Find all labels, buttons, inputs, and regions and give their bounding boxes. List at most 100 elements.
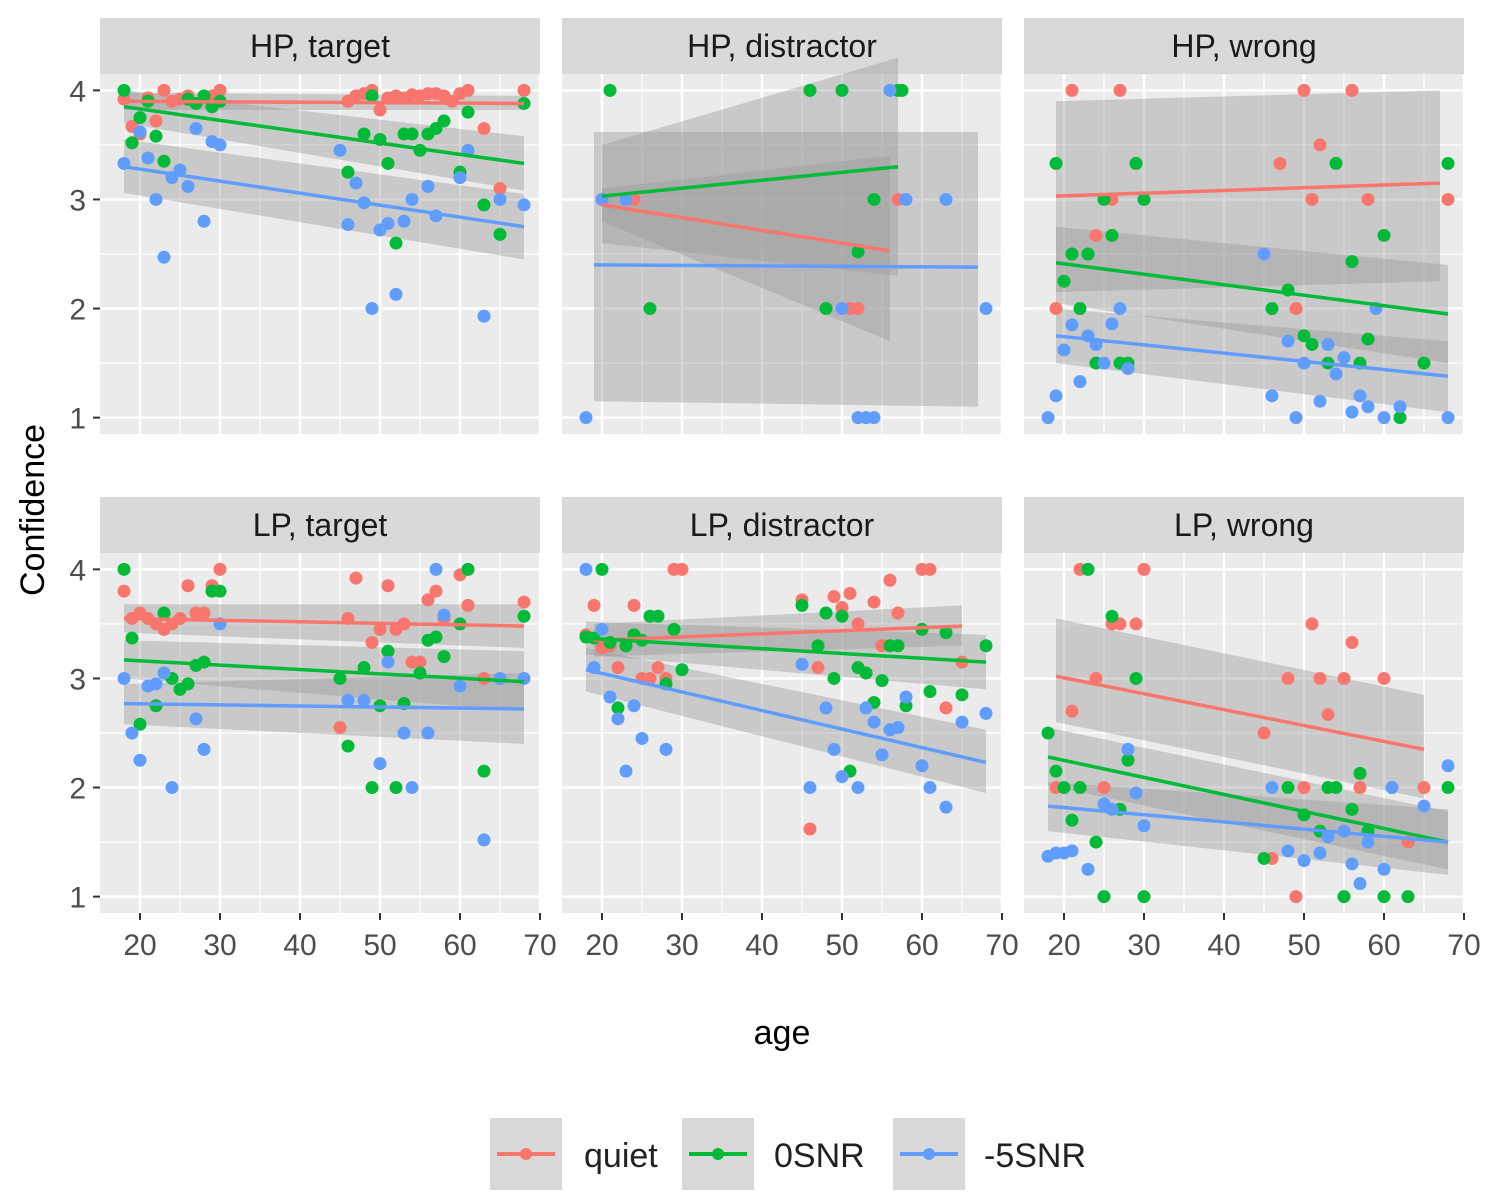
data-point-0snr xyxy=(1137,192,1151,206)
data-point-0snr xyxy=(517,609,531,623)
data-point-0snr xyxy=(955,688,969,702)
data-point-0snr xyxy=(213,584,227,598)
data-point-5snr xyxy=(955,715,969,729)
fit-line-quiet xyxy=(601,203,891,253)
data-point-0snr xyxy=(341,165,355,179)
data-point-5snr xyxy=(867,715,881,729)
data-point-0snr xyxy=(405,127,419,141)
data-point-0snr xyxy=(1305,338,1319,352)
data-point-0snr xyxy=(157,606,171,620)
data-point-5snr xyxy=(1441,759,1455,773)
data-point-5snr xyxy=(1129,786,1143,800)
data-point-5snr xyxy=(381,216,395,230)
data-point-5snr xyxy=(421,726,435,740)
data-point-5snr xyxy=(1281,844,1295,858)
legend-item-quiet[interactable]: quiet xyxy=(490,1118,658,1190)
data-point-0snr xyxy=(1353,766,1367,780)
x-tick-label: 20 xyxy=(123,929,156,962)
data-point-0snr xyxy=(1081,247,1095,261)
data-point-5snr xyxy=(1345,405,1359,419)
data-point-quiet xyxy=(1089,671,1103,685)
data-point-5snr xyxy=(939,800,953,814)
data-point-5snr xyxy=(381,655,395,669)
data-point-5snr xyxy=(1073,375,1087,389)
data-point-0snr xyxy=(461,105,475,119)
legend-item-0snr[interactable]: 0SNR xyxy=(682,1118,865,1190)
data-point-5snr xyxy=(149,677,163,691)
data-point-0snr xyxy=(117,83,131,97)
x-tick-label: 70 xyxy=(985,929,1018,962)
legend[interactable]: quiet 0SNR -5SNR xyxy=(490,1118,1086,1190)
data-point-5snr xyxy=(899,192,913,206)
data-point-5snr xyxy=(1257,247,1271,261)
data-point-5snr xyxy=(1281,334,1295,348)
panel-lp-target: LP, target 1 2 3 4 20 30 40 50 60 70 xyxy=(69,497,557,962)
data-point-5snr xyxy=(213,138,227,152)
data-point-0snr xyxy=(1377,890,1391,904)
data-point-0snr xyxy=(895,83,909,97)
data-point-5snr xyxy=(453,679,467,693)
y-tick-label: 3 xyxy=(69,663,86,696)
legend-item-minus5snr[interactable]: -5SNR xyxy=(893,1118,1086,1190)
data-point-quiet xyxy=(827,590,841,604)
data-point-0snr xyxy=(437,114,451,128)
fit-line-5snr xyxy=(123,164,525,229)
data-point-quiet xyxy=(923,562,937,576)
data-point-5snr xyxy=(1345,857,1359,871)
data-point-5snr xyxy=(1377,862,1391,876)
data-point-quiet xyxy=(461,598,475,612)
data-point-5snr xyxy=(1081,862,1095,876)
data-point-5snr xyxy=(819,701,833,715)
data-point-0snr xyxy=(1057,781,1071,795)
data-point-0snr xyxy=(979,639,993,653)
data-point-quiet xyxy=(517,595,531,609)
data-point-5snr xyxy=(1337,351,1351,365)
data-point-5snr xyxy=(859,701,873,715)
ci-band-5snr xyxy=(1056,308,1448,413)
data-point-5snr xyxy=(357,693,371,707)
data-point-5snr xyxy=(627,699,641,713)
data-point-5snr xyxy=(1097,356,1111,370)
data-point-quiet xyxy=(181,579,195,593)
panel-lp-wrong: LP, wrong 20 30 40 50 60 70 xyxy=(1024,497,1481,962)
data-point-quiet xyxy=(1337,671,1351,685)
data-point-5snr xyxy=(133,125,147,139)
data-point-5snr xyxy=(875,748,889,762)
data-point-quiet xyxy=(851,302,865,316)
data-point-quiet xyxy=(843,586,857,600)
fit-line-0snr xyxy=(585,636,987,664)
data-point-quiet xyxy=(1353,781,1367,795)
data-point-5snr xyxy=(595,622,609,636)
data-point-5snr xyxy=(579,411,593,425)
data-point-0snr xyxy=(835,609,849,623)
data-point-quiet xyxy=(1289,302,1303,316)
data-point-0snr xyxy=(891,639,905,653)
data-point-0snr xyxy=(875,674,889,688)
data-point-5snr xyxy=(125,726,139,740)
data-point-0snr xyxy=(1129,156,1143,170)
data-point-5snr xyxy=(1321,338,1335,352)
data-point-quiet xyxy=(811,661,825,675)
data-point-0snr xyxy=(1065,813,1079,827)
data-point-quiet xyxy=(213,83,227,97)
x-tick-label: 40 xyxy=(283,929,316,962)
panel-strip xyxy=(1024,497,1464,553)
fit-line-5snr xyxy=(1047,804,1449,844)
data-point-quiet xyxy=(1305,192,1319,206)
x-tick-label: 50 xyxy=(1287,929,1320,962)
data-point-5snr xyxy=(1329,367,1343,381)
x-tick-label: 30 xyxy=(1127,929,1160,962)
data-point-0snr xyxy=(923,685,937,699)
fit-line-5snr xyxy=(123,701,525,711)
panel-title: LP, distractor xyxy=(690,507,875,543)
fit-line-0snr xyxy=(123,104,525,166)
panel-strip xyxy=(100,18,540,74)
data-point-0snr xyxy=(851,245,865,259)
x-tick-label: 60 xyxy=(443,929,476,962)
data-point-5snr xyxy=(923,781,937,795)
data-point-0snr xyxy=(795,598,809,612)
data-point-0snr xyxy=(1441,156,1455,170)
data-point-5snr xyxy=(181,179,195,193)
data-point-5snr xyxy=(795,657,809,671)
data-point-5snr xyxy=(197,742,211,756)
